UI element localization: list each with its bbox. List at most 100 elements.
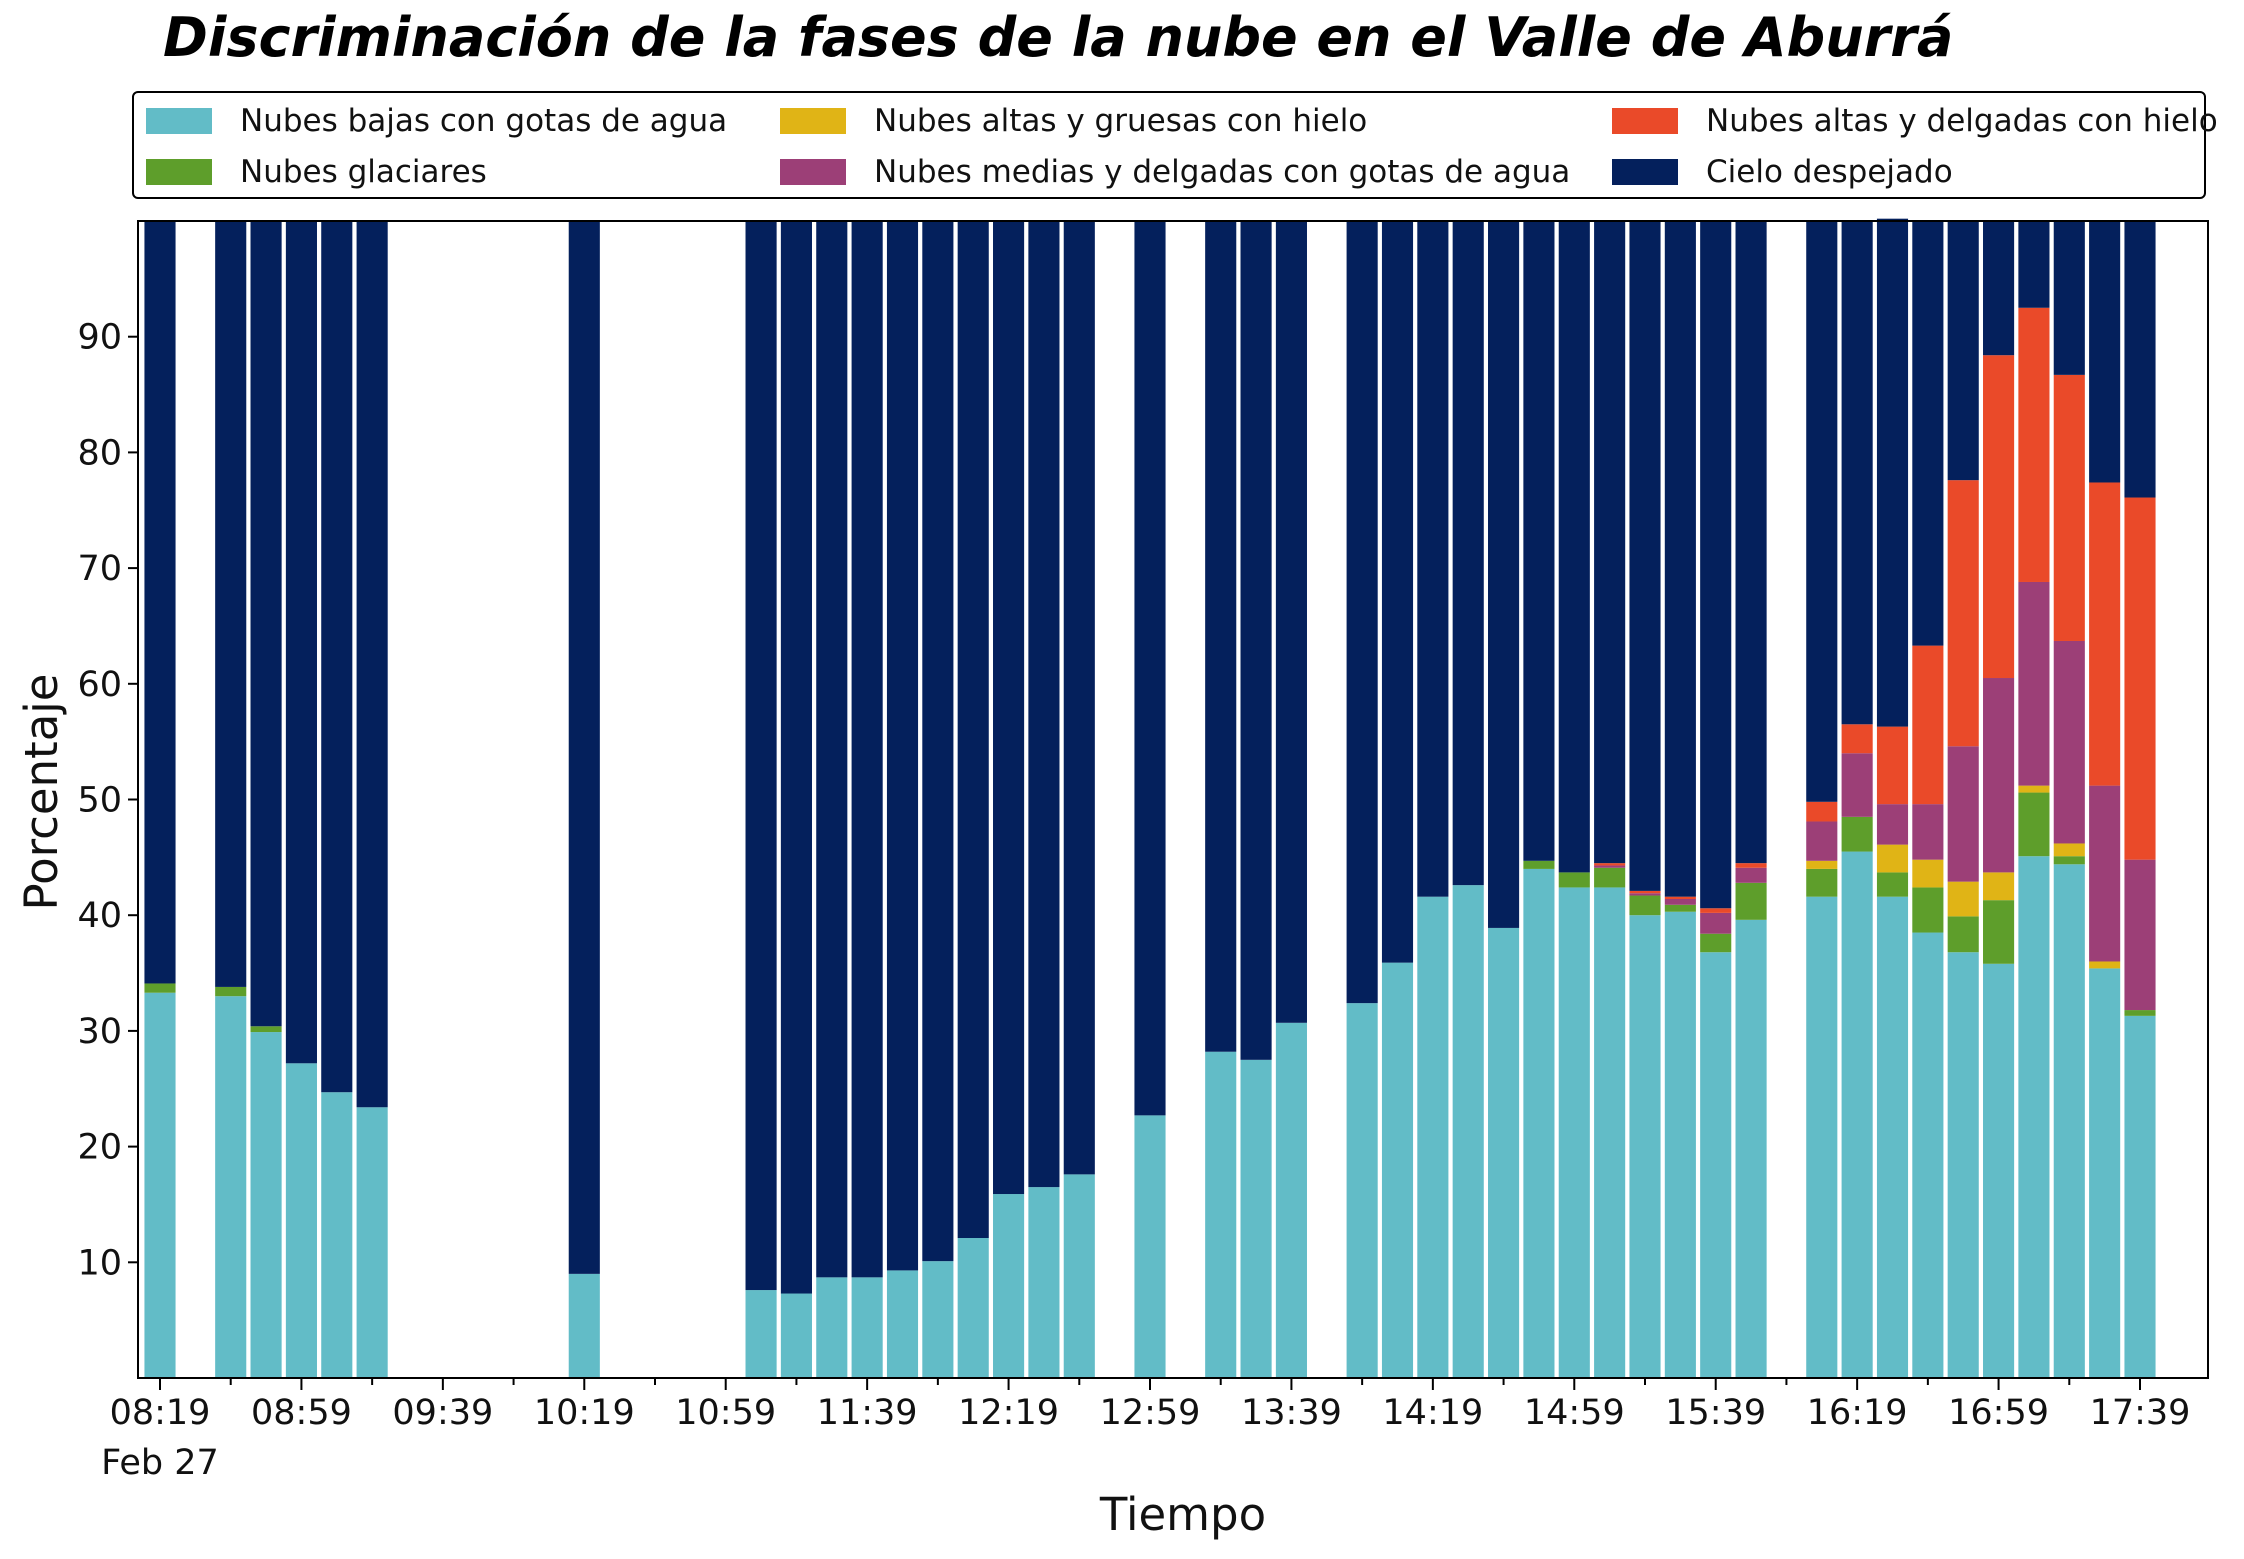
- legend-swatch-nubes-bajas: [146, 108, 212, 134]
- bar-segment: [321, 1092, 353, 1378]
- bar-segment: [1558, 887, 1590, 1378]
- bar-segment: [1983, 963, 2015, 1378]
- bar-segment: [1346, 221, 1378, 1004]
- x-tick-label: 16:19: [1807, 1393, 1908, 1433]
- bar-segment: [1488, 927, 1520, 1378]
- bar-segment: [1629, 890, 1661, 894]
- bar-segment: [1841, 221, 1873, 725]
- bar-segment: [1594, 865, 1626, 868]
- bar-segment: [356, 221, 388, 1108]
- bar-segment: [1700, 221, 1732, 909]
- bar-segment: [1806, 868, 1838, 897]
- bar-segment: [1947, 221, 1979, 481]
- x-tick-label: 13:39: [1241, 1393, 1342, 1433]
- legend-label-nubes-altas-gruesas: Nubes altas y gruesas con hielo: [874, 103, 1368, 139]
- x-tick-label: 08:19: [110, 1393, 211, 1433]
- y-tick-label: 60: [77, 665, 122, 705]
- bar-segment: [1629, 893, 1661, 896]
- bar-segment: [1735, 919, 1767, 1378]
- bar-segment: [2053, 374, 2085, 641]
- bar-segment: [1594, 863, 1626, 866]
- bar-segment: [993, 221, 1025, 1195]
- bar-segment: [957, 221, 989, 1239]
- bar-segment: [745, 1290, 777, 1378]
- bar-segment: [993, 1194, 1025, 1378]
- x-tick-label: 14:59: [1524, 1393, 1625, 1433]
- bar-segment: [1876, 872, 1909, 897]
- bar-segment: [1205, 221, 1237, 1052]
- bar-segment: [1488, 221, 1520, 928]
- y-tick-label: 90: [77, 318, 122, 358]
- bar-segment: [2124, 1015, 2156, 1378]
- y-tick-label: 80: [77, 433, 122, 473]
- bar-segment: [1912, 645, 1944, 805]
- bar-segment: [1700, 933, 1732, 953]
- bar-segment: [2124, 1010, 2156, 1016]
- legend-label-nubes-altas-delgadas: Nubes altas y delgadas con hielo: [1706, 103, 2218, 139]
- legend-swatch-nubes-altas-delgadas: [1612, 108, 1678, 134]
- bar-segment: [1841, 851, 1873, 1378]
- x-tick-label: 14:19: [1382, 1393, 1483, 1433]
- bar-segment: [1735, 863, 1767, 868]
- bar-segment: [1806, 860, 1838, 869]
- x-tick-label: 16:59: [1948, 1393, 2049, 1433]
- bar-segment: [1275, 1022, 1307, 1378]
- y-tick-label: 70: [77, 549, 122, 589]
- y-tick-label: 30: [77, 1012, 122, 1052]
- bar-segment: [1594, 867, 1626, 888]
- bar-segment: [2018, 792, 2050, 857]
- x-tick-label: 10:19: [534, 1393, 635, 1433]
- bar-segment: [1523, 860, 1555, 869]
- bar-segment: [816, 1277, 848, 1378]
- bar-segment: [1629, 895, 1661, 916]
- x-tick-label: 12:19: [958, 1393, 1059, 1433]
- x-tick-label: 10:59: [675, 1393, 776, 1433]
- bar-segment: [1664, 899, 1696, 905]
- bar-segment: [1806, 896, 1838, 1378]
- bar-segment: [1947, 952, 1979, 1378]
- y-tick-label: 40: [77, 896, 122, 936]
- bar-segment: [1947, 746, 1979, 882]
- bar-segment: [2018, 221, 2050, 308]
- bar-segment: [215, 221, 247, 987]
- bar-segment: [1664, 896, 1696, 900]
- bar-segment: [2089, 961, 2121, 969]
- bar-segment: [2053, 640, 2085, 844]
- bar-segment: [2089, 482, 2121, 786]
- y-tick-label: 10: [77, 1243, 122, 1283]
- bar-segment: [1275, 221, 1307, 1023]
- legend-swatch-nubes-altas-gruesas: [780, 108, 846, 134]
- bar-segment: [250, 1026, 282, 1033]
- legend: Nubes bajas con gotas de agua Nubes glac…: [132, 91, 2218, 199]
- bar-segment: [1876, 218, 1909, 727]
- bar-segment: [2124, 221, 2156, 498]
- legend-swatch-nubes-glaciares: [146, 159, 212, 185]
- x-tick-label: 09:39: [392, 1393, 493, 1433]
- bar-segment: [1983, 678, 2015, 873]
- bar-segment: [1346, 1003, 1378, 1378]
- bar-segment: [1876, 804, 1909, 845]
- bar-segment: [2053, 221, 2085, 375]
- bar-segment: [1947, 480, 1979, 747]
- bar-segment: [1841, 724, 1873, 754]
- bar-segment: [1594, 887, 1626, 1378]
- bar-segment: [1806, 801, 1838, 822]
- bar-segment: [1240, 1059, 1272, 1378]
- bar-segment: [1452, 221, 1484, 886]
- bar-segment: [957, 1238, 989, 1378]
- bar-segment: [1983, 355, 2015, 679]
- bar-segment: [1063, 1174, 1095, 1378]
- bar-segment: [922, 1261, 954, 1378]
- bar-segment: [1134, 221, 1166, 1116]
- x-tick-date-label: Feb 27: [101, 1443, 219, 1483]
- bar-segment: [851, 221, 883, 1278]
- bar-segment: [215, 986, 247, 997]
- bar-segment: [1700, 908, 1732, 913]
- bar-segment: [886, 1270, 919, 1378]
- bar-segment: [1735, 221, 1767, 864]
- bar-segment: [1205, 1051, 1237, 1378]
- bar-segment: [285, 1063, 317, 1378]
- bar-segment: [2018, 856, 2050, 1378]
- bar-segment: [922, 221, 954, 1262]
- bar-segment: [1806, 221, 1838, 802]
